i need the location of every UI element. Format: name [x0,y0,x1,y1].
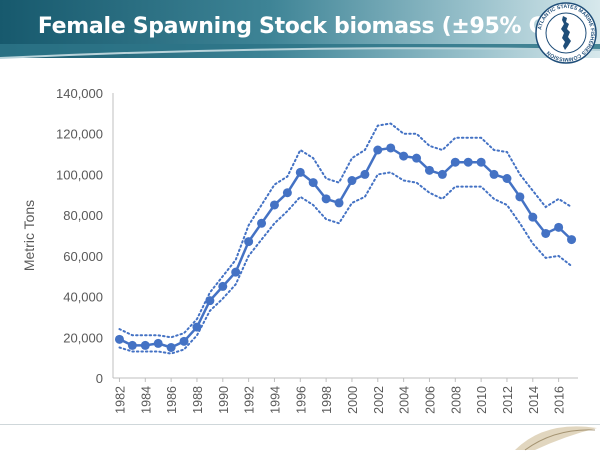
x-tick-label: 2000 [346,386,360,414]
x-tick-label: 2004 [398,386,412,414]
asmfc-seal-icon: ATLANTIC STATES MARINE FISHERIES COMMISS… [535,2,597,64]
slide-title: Female Spawning Stock biomass (±95% CI) [37,14,563,39]
x-tick-label: 1984 [139,386,153,414]
data-point [114,334,124,344]
data-point [282,188,292,198]
data-point [437,169,447,179]
x-tick-label: 2014 [527,386,541,414]
y-tick-label: 100,000 [56,167,103,182]
data-point [308,178,318,188]
x-tick-label: 2016 [553,386,567,414]
data-point [269,200,279,210]
x-tick-label: 1996 [294,386,308,414]
data-point [295,167,305,177]
x-tick-label: 1988 [191,386,205,414]
biomass-line-chart: 0 20,000 40,000 60,000 80,000 100,000 120,000 1… [21,86,578,414]
x-tick-label: 2008 [449,386,463,414]
data-point [412,153,422,163]
data-point [166,342,176,352]
x-tick-label: 2012 [501,386,515,414]
x-tick-label: 1982 [113,386,127,414]
y-tick-label: 20,000 [63,330,103,345]
data-point [424,165,434,175]
data-point [347,176,357,186]
lower-95-ci-line [118,171,573,355]
y-tick-label: 60,000 [63,249,103,264]
data-point [373,145,383,155]
data-point [127,340,137,350]
data-point [179,336,189,346]
y-tick-label: 0 [96,371,103,386]
data-point [541,228,551,238]
data-point [502,174,512,183]
data-point [515,192,525,202]
x-tick-label: 1992 [243,386,257,414]
y-tick-label: 80,000 [63,208,103,223]
data-point [334,198,344,208]
x-tick-label: 2010 [475,386,489,414]
data-point [528,212,538,222]
data-point [218,281,228,291]
data-point [153,338,163,348]
data-point [140,340,150,350]
data-point [567,235,577,245]
feather-graphic [515,426,597,451]
data-point [244,237,254,247]
data-point [386,143,396,153]
data-point [463,157,473,167]
y-tick-label: 40,000 [63,290,103,305]
y-tick-label: 140,000 [56,86,103,101]
x-tick-label: 2006 [423,386,437,414]
data-point [321,194,331,204]
y-axis-label: Metric Tons [21,200,37,271]
data-point [554,222,564,232]
upper-95-ci-line [118,122,573,339]
x-tick-label: 1994 [268,386,282,414]
data-point [257,218,267,228]
x-tick-label: 1998 [320,386,334,414]
x-tick-label: 1986 [165,386,179,414]
x-tick-label: 1990 [217,386,231,414]
data-point [231,267,241,277]
data-point [450,157,460,167]
data-point [360,169,370,179]
data-point [476,157,486,167]
footer-rule [0,424,600,425]
banner-swoosh [0,44,600,59]
data-point [399,151,409,161]
y-tick-label: 120,000 [56,127,103,142]
data-point [489,169,499,179]
x-tick-label: 2002 [372,386,386,414]
